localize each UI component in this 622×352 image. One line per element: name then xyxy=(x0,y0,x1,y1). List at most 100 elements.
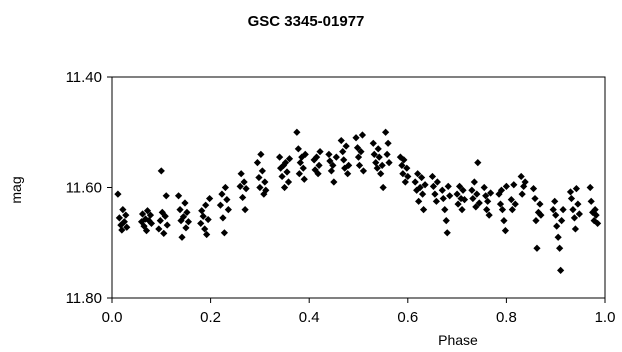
data-point xyxy=(571,225,580,233)
data-point xyxy=(501,226,510,235)
data-point xyxy=(261,178,269,186)
data-point xyxy=(566,188,575,196)
data-point xyxy=(240,178,248,186)
data-point xyxy=(218,190,226,198)
data-point xyxy=(482,192,490,200)
data-point xyxy=(454,200,462,208)
data-point xyxy=(484,197,492,205)
y-axis-ticks: 11.40 11.60 11.80 xyxy=(66,69,112,307)
data-point xyxy=(174,192,183,200)
data-point xyxy=(203,230,211,239)
data-point xyxy=(345,161,353,169)
data-point xyxy=(594,219,602,228)
data-point xyxy=(221,183,229,192)
data-point xyxy=(220,229,229,237)
data-point xyxy=(204,215,212,224)
data-point xyxy=(401,178,409,186)
data-point xyxy=(382,128,390,136)
data-point xyxy=(293,128,301,136)
data-point xyxy=(326,157,334,165)
data-point xyxy=(411,178,419,186)
data-point xyxy=(156,217,164,225)
data-point xyxy=(157,167,165,175)
data-point xyxy=(418,173,426,182)
data-point xyxy=(480,183,488,192)
data-point xyxy=(441,206,449,214)
data-point xyxy=(182,224,190,232)
data-point xyxy=(498,206,507,214)
data-point xyxy=(485,211,493,219)
data-point xyxy=(147,219,156,228)
data-point xyxy=(469,194,477,203)
data-point xyxy=(587,197,595,205)
data-point xyxy=(378,161,386,169)
data-point xyxy=(442,217,450,225)
data-point xyxy=(372,159,380,167)
data-point xyxy=(472,203,480,211)
data-point xyxy=(163,221,171,229)
data-point xyxy=(332,153,340,161)
data-point xyxy=(511,200,519,208)
data-point xyxy=(502,182,510,190)
data-point xyxy=(553,222,561,230)
data-point xyxy=(201,225,209,233)
data-point xyxy=(536,200,544,208)
data-point xyxy=(160,229,168,237)
data-point xyxy=(497,186,506,194)
data-point xyxy=(428,172,437,181)
data-point xyxy=(487,189,495,197)
data-point xyxy=(300,175,308,183)
data-point xyxy=(119,206,127,214)
data-point xyxy=(314,170,322,178)
data-point xyxy=(311,166,319,174)
data-point xyxy=(517,172,525,181)
data-point xyxy=(284,178,293,186)
data-point xyxy=(521,178,529,186)
data-point xyxy=(443,229,451,237)
data-point xyxy=(370,150,378,158)
data-point xyxy=(276,153,284,161)
data-point xyxy=(533,244,541,252)
data-point xyxy=(444,182,452,190)
data-point xyxy=(558,217,566,225)
data-point xyxy=(556,244,564,252)
data-point xyxy=(474,159,482,167)
data-point xyxy=(551,197,559,205)
data-point xyxy=(202,201,210,209)
data-point xyxy=(242,185,250,193)
data-point xyxy=(575,210,583,218)
data-point xyxy=(146,211,155,219)
data-point xyxy=(432,197,440,205)
data-point xyxy=(358,131,367,139)
data-point xyxy=(198,207,206,215)
data-point xyxy=(241,206,249,214)
data-point xyxy=(114,190,122,198)
data-point xyxy=(340,156,348,164)
data-point xyxy=(258,167,266,175)
data-point xyxy=(197,219,205,228)
data-point xyxy=(161,212,169,220)
data-point xyxy=(418,190,427,198)
data-point xyxy=(529,185,538,193)
data-point xyxy=(574,200,582,208)
data-point xyxy=(216,201,225,209)
data-point xyxy=(239,193,247,202)
data-point xyxy=(552,211,560,219)
data-point xyxy=(429,182,438,190)
data-point xyxy=(510,181,518,189)
data-point xyxy=(295,170,303,178)
data-point xyxy=(453,190,461,198)
data-point xyxy=(283,168,291,176)
y-tick-label: 11.40 xyxy=(66,69,102,86)
x-tick-label: 0.8 xyxy=(496,309,517,326)
data-point xyxy=(337,136,345,145)
data-point xyxy=(253,159,262,167)
data-point xyxy=(507,196,515,204)
data-point xyxy=(414,170,422,178)
data-point xyxy=(296,159,304,167)
data-point xyxy=(312,153,321,161)
data-point xyxy=(399,170,407,178)
data-point xyxy=(375,153,383,161)
data-point xyxy=(419,206,428,214)
data-point xyxy=(569,206,577,214)
